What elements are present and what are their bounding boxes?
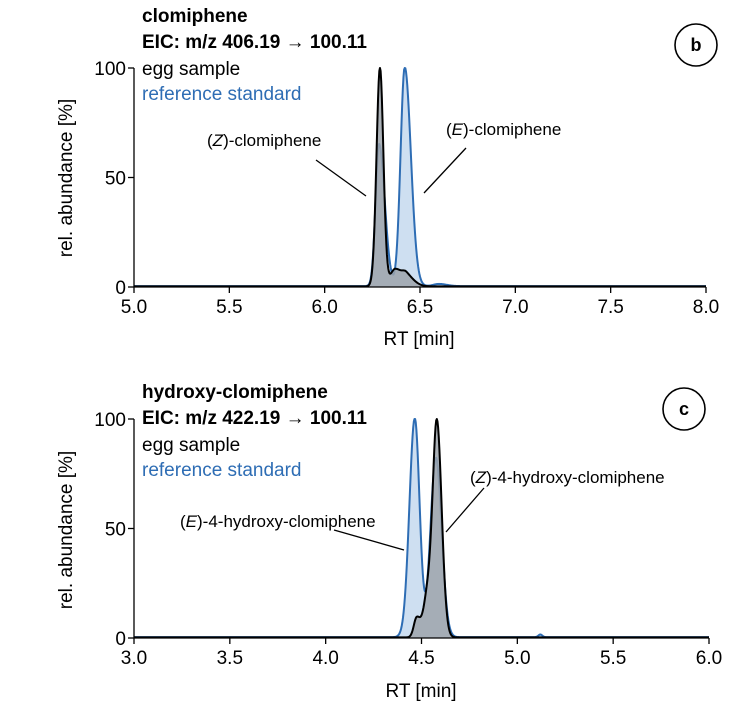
x-tick-label: 5.5 bbox=[216, 297, 242, 318]
annotation-z-clomiphene: (Z)-clomiphene bbox=[207, 131, 321, 150]
x-tick-label: 7.0 bbox=[502, 297, 528, 318]
x-tick-label: 5.0 bbox=[504, 648, 530, 669]
x-tick-label: 4.5 bbox=[408, 648, 434, 669]
plot-area: 5.0 5.5 6.0 6.5 7.0 7.5 8.0 0 50 100 bbox=[94, 59, 719, 318]
chart-subtitle: EIC: m/z 422.19 → 100.11 bbox=[142, 408, 367, 429]
panel-label-badge: b bbox=[674, 23, 718, 67]
x-tick-label: 3.5 bbox=[217, 648, 243, 669]
panel-label-circle bbox=[674, 23, 718, 67]
legend-item-reference-standard: reference standard bbox=[142, 84, 302, 105]
annotation-leader-e-clomiphene bbox=[423, 147, 467, 194]
annotation-leader-z-4-hydroxy-clomiphene bbox=[445, 487, 485, 533]
plot-area: 3.0 3.5 4.0 4.5 5.0 5.5 6.0 0 50 100 bbox=[94, 410, 722, 669]
annotation-e-4-hydroxy-clomiphene: (E)-4-hydroxy-clomiphene bbox=[180, 512, 376, 531]
annotation-leader-z-clomiphene bbox=[315, 159, 367, 197]
y-tick-label: 100 bbox=[94, 410, 126, 431]
chart-panel-b: 5.0 5.5 6.0 6.5 7.0 7.5 8.0 0 50 100 clomiphene E… bbox=[56, 6, 719, 350]
series-area-reference-standard bbox=[134, 419, 709, 638]
y-tick-label: 50 bbox=[105, 169, 126, 190]
y-tick-label: 0 bbox=[115, 629, 126, 650]
y-axis-label: rel. abundance [%] bbox=[56, 99, 77, 257]
panel-label: c bbox=[679, 399, 689, 419]
annotation-leader-e-4-hydroxy-clomiphene bbox=[333, 529, 405, 551]
annotation-e-clomiphene: (E)-clomiphene bbox=[446, 120, 561, 139]
y-tick-label: 50 bbox=[105, 520, 126, 541]
panel-label-badge: c bbox=[662, 387, 706, 431]
x-tick-label: 7.5 bbox=[597, 297, 623, 318]
legend-item-egg-sample: egg sample bbox=[142, 59, 240, 80]
x-tick-label: 5.0 bbox=[121, 297, 147, 318]
chart-title: clomiphene bbox=[142, 6, 248, 27]
x-tick-label: 3.0 bbox=[121, 648, 147, 669]
chart-title: hydroxy-clomiphene bbox=[142, 382, 328, 403]
x-tick-label: 5.5 bbox=[600, 648, 626, 669]
chart-subtitle: EIC: m/z 406.19 → 100.11 bbox=[142, 32, 367, 53]
legend-item-egg-sample: egg sample bbox=[142, 435, 240, 456]
x-tick-label: 8.0 bbox=[693, 297, 719, 318]
annotation-z-4-hydroxy-clomiphene: (Z)-4-hydroxy-clomiphene bbox=[470, 468, 665, 487]
x-tick-label: 6.5 bbox=[407, 297, 433, 318]
x-tick-label: 6.0 bbox=[696, 648, 722, 669]
chart-panel-c: 3.0 3.5 4.0 4.5 5.0 5.5 6.0 0 50 100 hydroxy-clom… bbox=[56, 382, 722, 702]
x-axis-label: RT [min] bbox=[385, 681, 456, 702]
panel-label: b bbox=[691, 35, 702, 55]
series-line-egg-sample bbox=[133, 67, 707, 288]
y-tick-label: 100 bbox=[94, 59, 126, 80]
series-line-egg-sample bbox=[133, 418, 710, 639]
panel-label-circle bbox=[662, 387, 706, 431]
y-tick-label: 0 bbox=[115, 278, 126, 299]
x-tick-label: 6.0 bbox=[311, 297, 337, 318]
y-axis-label: rel. abundance [%] bbox=[56, 451, 77, 609]
x-axis-label: RT [min] bbox=[383, 329, 454, 350]
legend-item-reference-standard: reference standard bbox=[142, 460, 302, 481]
x-tick-label: 4.0 bbox=[312, 648, 338, 669]
